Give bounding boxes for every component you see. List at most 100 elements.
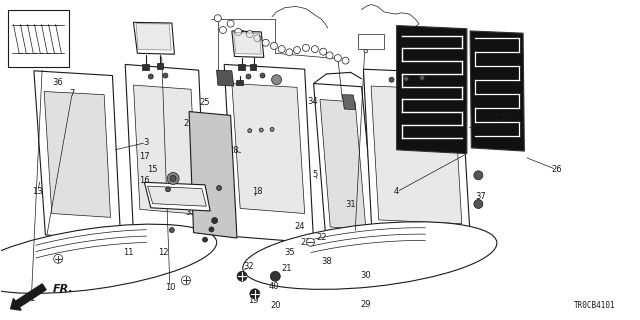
Circle shape — [259, 128, 263, 132]
Text: 38: 38 — [321, 258, 332, 267]
Circle shape — [246, 74, 251, 79]
Circle shape — [420, 75, 425, 80]
Circle shape — [80, 245, 88, 253]
Circle shape — [286, 49, 293, 56]
Circle shape — [202, 237, 207, 242]
Circle shape — [167, 172, 179, 184]
Text: 39: 39 — [216, 193, 227, 202]
Circle shape — [80, 256, 87, 263]
Circle shape — [248, 129, 252, 133]
Circle shape — [271, 43, 278, 49]
Polygon shape — [145, 182, 210, 211]
Circle shape — [170, 228, 174, 233]
Text: 6: 6 — [209, 120, 214, 130]
Circle shape — [262, 39, 269, 46]
Bar — [236, 80, 243, 85]
Polygon shape — [232, 31, 264, 57]
Polygon shape — [148, 186, 206, 206]
Text: 16: 16 — [139, 176, 150, 185]
Circle shape — [271, 75, 282, 85]
Text: 12: 12 — [158, 248, 169, 257]
Circle shape — [404, 76, 409, 81]
Circle shape — [212, 218, 218, 224]
Circle shape — [181, 276, 190, 285]
Text: 19: 19 — [248, 296, 258, 305]
Text: 36: 36 — [52, 78, 63, 87]
Text: 32: 32 — [243, 262, 254, 271]
Text: FR.: FR. — [53, 284, 74, 294]
Bar — [8, 10, 69, 67]
Text: 3: 3 — [143, 138, 149, 147]
Text: TR0CB4101: TR0CB4101 — [573, 301, 615, 310]
Bar — [250, 64, 256, 69]
Text: 30: 30 — [361, 271, 371, 280]
Circle shape — [389, 77, 394, 82]
Bar — [238, 64, 244, 70]
Circle shape — [166, 187, 170, 192]
Text: 22: 22 — [316, 233, 326, 242]
Polygon shape — [320, 100, 366, 230]
Text: 28: 28 — [228, 146, 239, 155]
Text: 25: 25 — [200, 98, 211, 107]
Text: 17: 17 — [139, 152, 150, 161]
Text: 18: 18 — [252, 188, 263, 196]
Circle shape — [220, 27, 227, 34]
Text: 21: 21 — [282, 264, 292, 273]
Text: 27: 27 — [501, 114, 512, 123]
Text: 14: 14 — [147, 195, 158, 204]
Circle shape — [326, 52, 333, 59]
Text: 4: 4 — [394, 188, 399, 196]
Circle shape — [270, 271, 280, 281]
Polygon shape — [34, 71, 121, 241]
Bar — [157, 63, 163, 68]
Circle shape — [474, 199, 483, 208]
Circle shape — [235, 28, 242, 36]
Text: 37: 37 — [476, 192, 486, 201]
Circle shape — [334, 54, 341, 61]
Text: 24: 24 — [294, 222, 305, 231]
Circle shape — [307, 238, 314, 246]
Text: 2: 2 — [183, 119, 189, 128]
Circle shape — [214, 15, 221, 22]
Polygon shape — [134, 85, 197, 214]
Text: 31: 31 — [346, 200, 356, 209]
FancyArrow shape — [11, 284, 46, 310]
Polygon shape — [342, 95, 356, 110]
Text: 5: 5 — [312, 170, 317, 179]
Polygon shape — [136, 24, 172, 50]
Text: 7: 7 — [70, 89, 75, 98]
Text: 33: 33 — [186, 208, 196, 217]
Text: 1: 1 — [29, 294, 34, 303]
Text: 9: 9 — [239, 30, 244, 39]
Text: 10: 10 — [164, 283, 175, 292]
Polygon shape — [470, 31, 524, 151]
Text: 34: 34 — [307, 97, 317, 106]
Circle shape — [312, 46, 318, 52]
Circle shape — [216, 186, 221, 190]
Text: 35: 35 — [284, 248, 294, 257]
Circle shape — [320, 48, 326, 55]
Text: 23: 23 — [301, 238, 311, 247]
Polygon shape — [216, 70, 234, 86]
Circle shape — [209, 227, 214, 232]
Polygon shape — [134, 22, 174, 54]
Ellipse shape — [0, 224, 217, 293]
Text: 8: 8 — [362, 45, 367, 55]
Circle shape — [170, 175, 176, 181]
Text: 29: 29 — [361, 300, 371, 308]
Text: 13: 13 — [33, 188, 43, 196]
Circle shape — [260, 73, 265, 78]
Circle shape — [278, 46, 285, 52]
Circle shape — [148, 74, 153, 79]
Polygon shape — [234, 33, 261, 54]
Bar — [143, 64, 149, 69]
Circle shape — [227, 20, 234, 27]
Text: 11: 11 — [123, 248, 134, 257]
Circle shape — [270, 127, 274, 132]
Text: 15: 15 — [147, 165, 158, 174]
Text: 26: 26 — [551, 165, 561, 174]
Circle shape — [54, 254, 63, 263]
Circle shape — [237, 271, 247, 281]
Polygon shape — [314, 84, 378, 251]
Polygon shape — [397, 26, 467, 154]
